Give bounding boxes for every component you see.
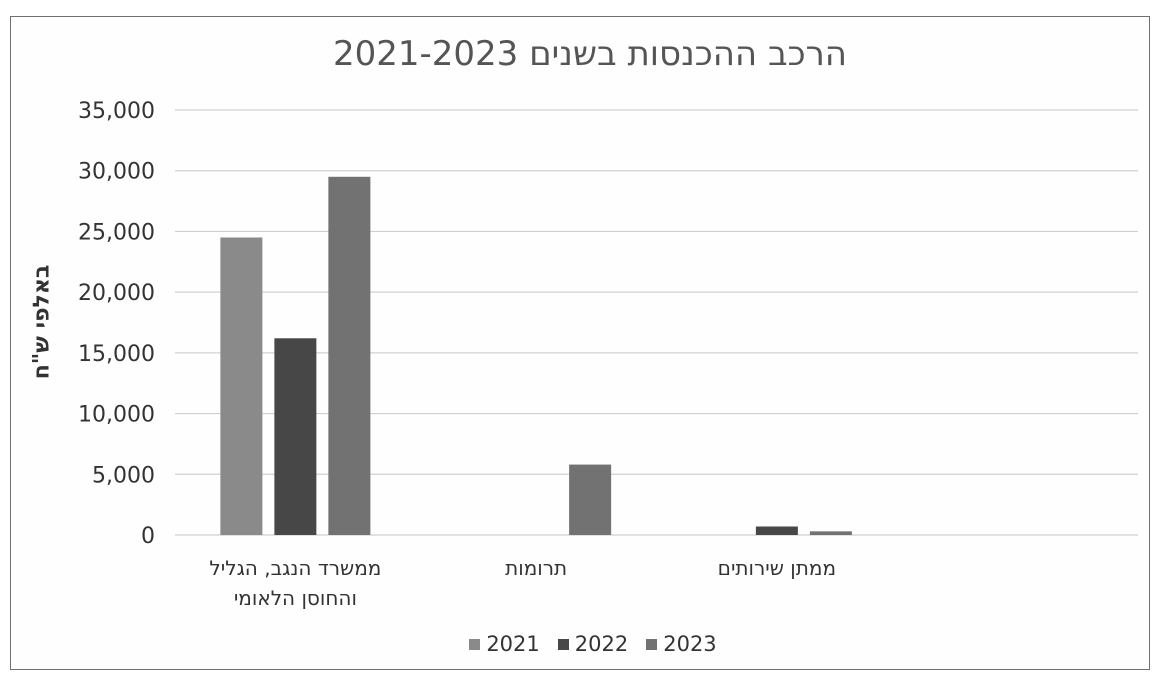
chart-frame (10, 16, 1150, 670)
legend: 2021 2022 2023 (0, 632, 1156, 656)
category-label: ממתן שירותים (718, 556, 836, 580)
legend-item-2021: 2021 (469, 632, 540, 656)
legend-item-2023: 2023 (646, 632, 717, 656)
category-label: ממשרד הנגב, הגליל (209, 556, 381, 580)
y-tick-label: 0 (141, 524, 155, 549)
bar-2022-0 (274, 338, 317, 535)
bar-2021-0 (220, 237, 263, 535)
y-tick-label: 25,000 (78, 220, 155, 245)
bar-2023-1 (569, 464, 612, 535)
bar-2022-2 (755, 526, 798, 535)
bar-2023-0 (328, 176, 371, 536)
category-label: תרומות (505, 556, 567, 580)
legend-swatch (646, 638, 658, 650)
gridlines (175, 109, 1138, 536)
category-label: והחוסן הלאומי (234, 586, 357, 610)
bars (220, 176, 852, 536)
legend-label: 2021 (486, 632, 540, 656)
legend-label: 2023 (663, 632, 717, 656)
y-tick-label: 30,000 (78, 160, 155, 185)
y-tick-label: 20,000 (78, 281, 155, 306)
y-tick-label: 15,000 (78, 342, 155, 367)
legend-item-2022: 2022 (557, 632, 629, 656)
chart-title: הרכב ההכנסות בשנים 2021-2023 (332, 34, 847, 74)
legend-swatch (469, 638, 481, 650)
y-tick-label: 35,000 (78, 99, 155, 124)
y-tick-label: 10,000 (78, 403, 155, 428)
category-labels: ממשרד הנגב, הגליל והחוסן הלאומי תרומות ממתן… (209, 556, 836, 610)
y-tick-label: 5,000 (92, 463, 155, 488)
legend-label: 2022 (574, 632, 629, 656)
bar-2023-2 (809, 531, 852, 535)
legend-swatch (557, 638, 569, 650)
y-tick-labels: 35,000 30,000 25,000 20,000 15,000 10,000 5,00… (78, 99, 155, 549)
